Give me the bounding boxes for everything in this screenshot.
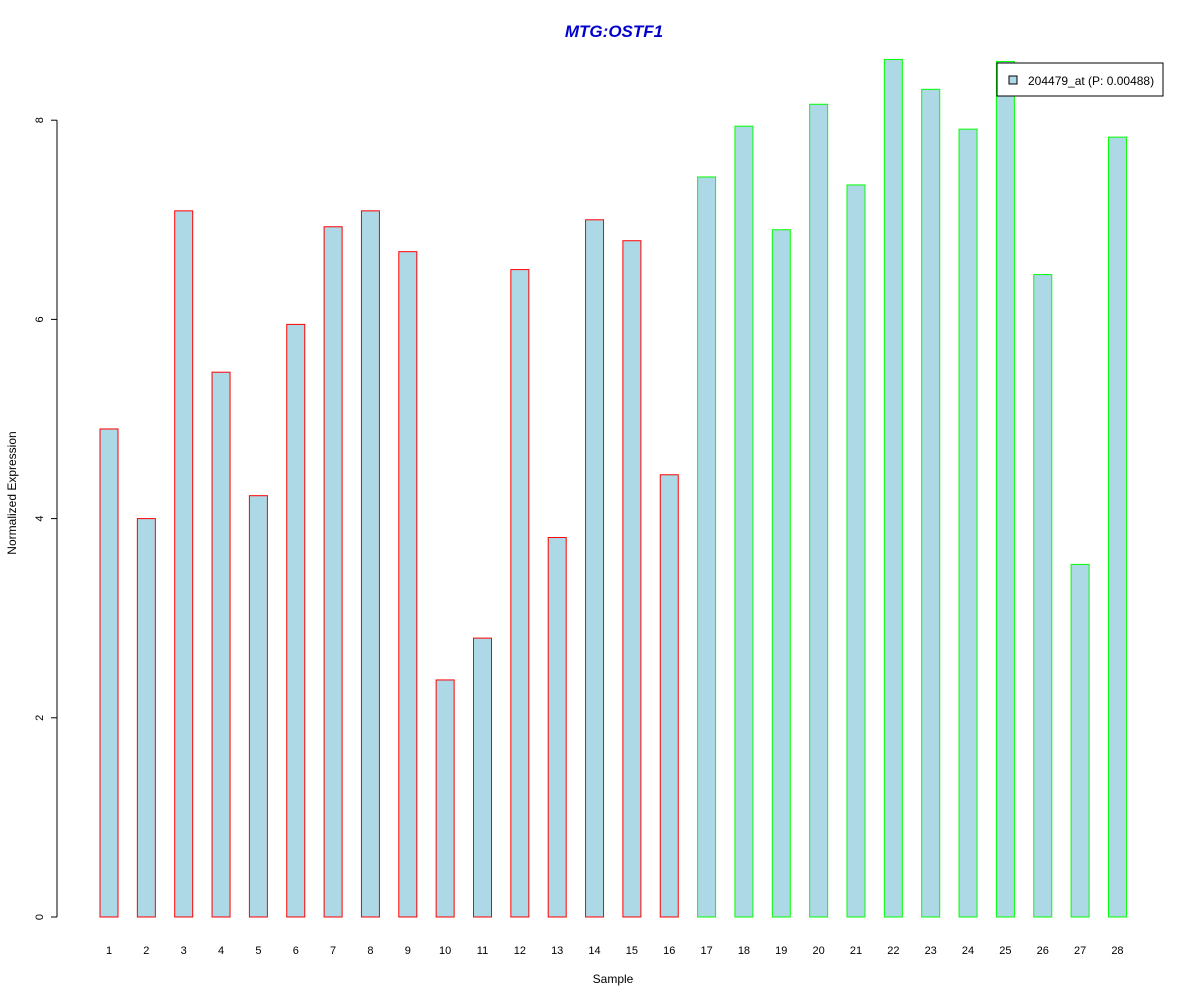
x-tick-label: 6 (293, 945, 299, 957)
x-tick-label: 8 (367, 945, 373, 957)
x-axis-label: Sample (593, 972, 634, 986)
x-tick-label: 20 (813, 945, 825, 957)
bar-sample-8 (360, 210, 380, 918)
bars-group (99, 58, 1127, 918)
y-axis-label: Normalized Expression (5, 431, 19, 554)
bar-sample-26 (1033, 274, 1053, 918)
x-tick-label: 11 (477, 945, 488, 957)
y-axis: 0 2 4 6 8 (34, 117, 58, 920)
x-tick-label: 10 (439, 945, 451, 957)
x-tick-label: 27 (1074, 945, 1086, 957)
x-tick-label: 21 (850, 945, 862, 957)
bar-sample-20 (809, 103, 829, 918)
bar-sample-11 (473, 637, 492, 918)
x-tick-label: 16 (663, 945, 675, 957)
bar-sample-9 (398, 251, 418, 918)
x-tick-label: 15 (626, 945, 638, 957)
x-tick-label: 13 (551, 945, 563, 957)
bar-sample-17 (697, 176, 717, 918)
x-tick-label: 19 (775, 945, 787, 957)
bar-sample-5 (248, 495, 268, 918)
bar-sample-13 (547, 537, 567, 918)
bar-sample-23 (921, 88, 941, 918)
bar-sample-4 (211, 371, 231, 918)
bar-sample-22 (883, 58, 903, 918)
bar-sample-14 (585, 219, 605, 918)
bar-sample-24 (958, 128, 978, 918)
x-tick-label: 7 (330, 945, 336, 957)
bar-sample-18 (734, 125, 754, 918)
x-tick-label: 2 (143, 945, 149, 957)
bar-sample-28 (1107, 136, 1127, 918)
bar-sample-21 (846, 184, 866, 918)
x-tick-label: 26 (1037, 945, 1049, 957)
x-tick-label: 5 (255, 945, 261, 957)
y-tick-label: 8 (34, 117, 46, 123)
bar-sample-2 (136, 518, 156, 918)
bar-sample-15 (622, 240, 642, 918)
x-tick-label: 4 (218, 945, 224, 957)
y-tick-label: 4 (34, 516, 46, 522)
legend-box (996, 62, 1164, 97)
legend: 204479_at (P: 0.00488) (996, 62, 1164, 97)
bar-sample-3 (174, 210, 194, 918)
x-tick-label: 23 (925, 945, 937, 957)
bar-sample-19 (771, 229, 791, 918)
x-tick-label: 17 (700, 945, 712, 957)
x-tick-labels: 1 2 3 4 5 6 7 8 9 10 11 12 13 14 15 16 17 18 19 20 21 22 23 24 2… (106, 945, 1124, 957)
bar-sample-25 (995, 60, 1015, 918)
y-tick-label: 0 (34, 914, 46, 920)
bar-sample-10 (435, 679, 455, 918)
x-tick-label: 28 (1111, 945, 1123, 957)
x-tick-label: 18 (738, 945, 750, 957)
y-tick-label: 2 (34, 715, 46, 721)
bar-sample-6 (286, 323, 306, 918)
x-tick-label: 24 (962, 945, 974, 957)
x-tick-label: 9 (405, 945, 411, 957)
bar-sample-27 (1070, 563, 1090, 918)
x-tick-label: 14 (588, 945, 600, 957)
bar-sample-7 (323, 226, 343, 918)
legend-swatch (1008, 75, 1018, 85)
x-tick-label: 12 (514, 945, 526, 957)
x-tick-label: 22 (887, 945, 899, 957)
bar-sample-12 (510, 269, 530, 918)
legend-label: 204479_at (P: 0.00488) (1028, 74, 1154, 88)
x-tick-label: 3 (181, 945, 187, 957)
y-tick-label: 6 (34, 316, 46, 322)
bar-sample-16 (659, 474, 679, 918)
chart-title: MTG:OSTF1 (565, 22, 663, 41)
x-tick-label: 25 (999, 945, 1011, 957)
bar-sample-1 (99, 428, 119, 918)
x-tick-label: 1 (106, 945, 112, 957)
